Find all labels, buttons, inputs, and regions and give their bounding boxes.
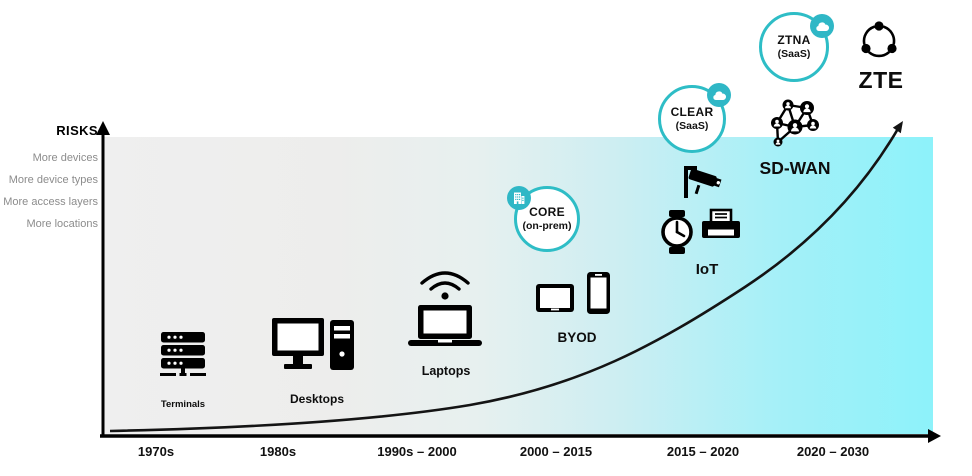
laptop-wifi-icon	[408, 271, 482, 346]
milestone-label-sdwan: SD-WAN	[759, 158, 831, 178]
printer-icon	[702, 208, 740, 238]
desktop-pc-icon	[272, 318, 354, 370]
x-tick-1980s: 1980s	[259, 444, 297, 459]
cloud-icon	[815, 21, 829, 31]
badge-clear-satellite	[707, 83, 731, 107]
security-camera-icon	[684, 166, 722, 198]
badge-core-satellite	[507, 186, 531, 210]
risk-factor-more-devices: More devices	[32, 152, 98, 164]
badge-ztna-subtitle: (SaaS)	[777, 47, 811, 60]
risk-factor-more-locations: More locations	[26, 218, 98, 230]
smartwatch-icon	[661, 210, 693, 254]
camera-watch-printer-icons	[661, 166, 740, 254]
building-icon	[514, 192, 525, 204]
badge-core-title: CORE	[529, 204, 565, 219]
badge-clear-subtitle: (SaaS)	[675, 119, 709, 132]
risks-axis-title: RISKS	[56, 123, 98, 138]
cloud-icon	[712, 90, 726, 100]
badge-clear-title: CLEAR	[670, 104, 714, 119]
x-tick-1990s-2000: 1990s – 2000	[377, 444, 457, 459]
risk-factor-more-device-types: More device types	[8, 174, 98, 186]
milestone-label-byod: BYOD	[557, 330, 597, 345]
server-stack-icon	[160, 332, 206, 376]
zte-orbit-icon	[861, 21, 897, 58]
x-tick-2015-2020: 2015 – 2020	[666, 444, 740, 459]
badge-core: CORE (on-prem)	[514, 186, 580, 252]
x-tick-1970s: 1970s	[137, 444, 175, 459]
milestone-label-terminals: Terminals	[160, 399, 206, 410]
milestone-label-laptops: Laptops	[421, 364, 471, 378]
milestone-label-iot: IoT	[695, 261, 719, 278]
risk-factor-more-access-layers: More access layers	[3, 196, 98, 208]
tablet-smartphone-icon	[536, 272, 610, 314]
milestone-label-desktops: Desktops	[289, 392, 345, 406]
risk-growth-curve	[109, 126, 901, 433]
badge-ztna-title: ZTNA	[777, 32, 811, 47]
y-axis-arrowhead-icon	[96, 121, 110, 135]
badge-core-subtitle: (on-prem)	[522, 219, 572, 232]
curve-arrowhead-icon	[892, 121, 903, 134]
x-tick-2000-2015: 2000 – 2015	[519, 444, 593, 459]
milestone-label-zte: ZTE	[858, 67, 904, 93]
mesh-network-icon	[771, 99, 819, 147]
badge-ztna-satellite	[810, 14, 834, 38]
x-axis-arrowhead-icon	[928, 429, 941, 443]
x-tick-2020-2030: 2020 – 2030	[796, 444, 870, 459]
